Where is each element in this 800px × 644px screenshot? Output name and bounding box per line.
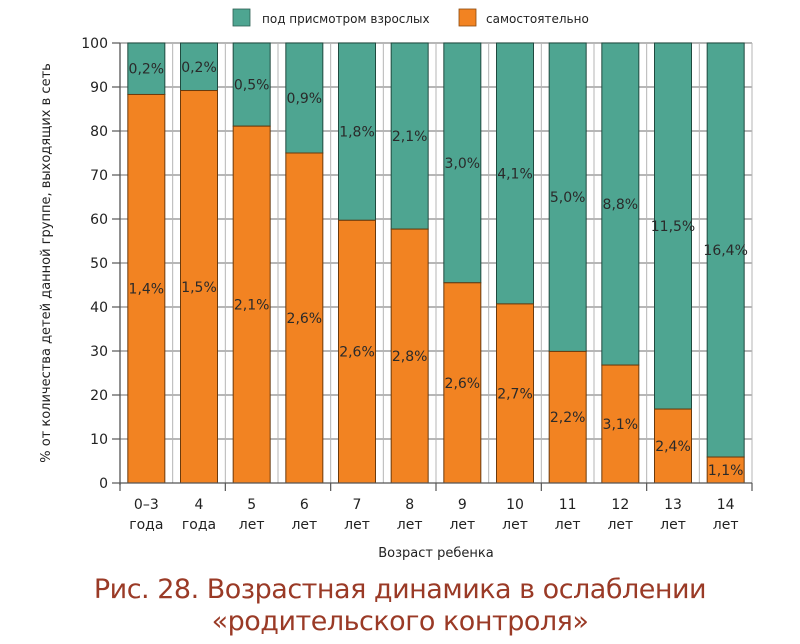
bar-independent — [180, 90, 218, 484]
figure-caption: Рис. 28. Возрастная динамика в ослаблени… — [0, 574, 800, 638]
bar-label-supervised: 1,8% — [339, 125, 375, 141]
x-tick-label-unit: года — [129, 517, 163, 533]
bar-label-independent: 2,1% — [234, 298, 270, 314]
bar-independent — [496, 303, 534, 484]
x-tick-label-unit: лет — [239, 517, 265, 533]
caption-line-1: Рис. 28. Возрастная динамика в ослаблени… — [93, 574, 707, 605]
x-tick-label-unit: лет — [397, 517, 423, 533]
y-tick-label: 60 — [90, 212, 108, 228]
y-tick-label: 10 — [90, 432, 108, 448]
bar-label-supervised: 5,0% — [550, 190, 586, 206]
x-tick-label: 9 — [458, 497, 467, 513]
x-tick-label-unit: лет — [660, 517, 686, 533]
y-tick-label: 40 — [90, 300, 108, 316]
x-tick-label: 13 — [664, 497, 682, 513]
bar-label-supervised: 3,0% — [445, 156, 481, 172]
bar-independent — [127, 93, 166, 484]
bar-label-independent: 2,6% — [287, 311, 323, 327]
bar-independent — [285, 152, 324, 484]
bar-label-independent: 1,4% — [129, 282, 165, 298]
x-tick-label: 0–3 — [134, 497, 159, 513]
bar-label-supervised: 0,2% — [181, 60, 217, 76]
y-tick-label: 50 — [90, 256, 108, 272]
y-tick-label: 100 — [81, 36, 108, 52]
bar-label-supervised: 4,1% — [497, 166, 533, 182]
x-tick-label: 4 — [195, 497, 204, 513]
x-tick-label: 11 — [559, 497, 577, 513]
x-tick-label-unit: года — [182, 517, 216, 533]
bar-label-supervised: 11,5% — [651, 219, 695, 235]
x-tick-label-unit: лет — [449, 517, 475, 533]
x-tick-label: 7 — [353, 497, 362, 513]
y-tick-label: 70 — [90, 168, 108, 184]
x-tick-label-unit: лет — [291, 517, 317, 533]
bar-label-independent: 1,1% — [708, 463, 744, 479]
bar-label-independent: 3,1% — [603, 417, 639, 433]
bar-supervised — [390, 42, 429, 230]
x-tick-label: 8 — [405, 497, 414, 513]
bar-independent — [390, 228, 429, 484]
bar-label-independent: 2,2% — [550, 410, 586, 426]
bar-supervised — [338, 42, 376, 221]
bar-independent — [706, 456, 745, 484]
y-axis-title: % от количества детей данной группе, вых… — [39, 63, 54, 463]
bar-label-independent: 2,7% — [497, 386, 533, 402]
x-tick-label-unit: лет — [607, 517, 633, 533]
bar-label-supervised: 0,5% — [234, 78, 270, 94]
bar-supervised — [285, 42, 324, 154]
bar-independent — [232, 125, 271, 484]
bar-label-independent: 2,6% — [339, 345, 375, 361]
bar-label-supervised: 0,9% — [287, 91, 323, 107]
y-tick-label: 20 — [90, 388, 108, 404]
bar-label-supervised: 2,1% — [392, 129, 428, 145]
bar-supervised — [127, 42, 166, 95]
bar-label-independent: 2,8% — [392, 349, 428, 365]
x-tick-label-unit: лет — [502, 517, 528, 533]
legend-swatch-independent — [458, 8, 477, 27]
x-tick-label: 6 — [300, 497, 309, 513]
legend-label-independent: самостоятельно — [486, 12, 589, 26]
caption-line-2: «родительского контроля» — [211, 606, 589, 637]
bar-independent — [338, 219, 376, 484]
bar-independent — [548, 350, 587, 484]
legend: под присмотром взрослых самостоятельно — [232, 8, 589, 27]
bar-supervised — [601, 42, 640, 366]
y-tick-label: 80 — [90, 124, 108, 140]
axes — [112, 42, 753, 491]
bar-label-supervised: 8,8% — [603, 197, 639, 213]
bar-label-supervised: 16,4% — [703, 243, 747, 259]
y-tick-label: 30 — [90, 344, 108, 360]
x-axis-title: Возраст ребенка — [378, 546, 493, 561]
y-tick-labels: 0 10 20 30 40 50 60 70 80 90 100 — [81, 36, 108, 492]
x-tick-label: 5 — [247, 497, 256, 513]
x-tick-label-unit: лет — [344, 517, 370, 533]
bar-label-independent: 2,4% — [655, 439, 691, 455]
bar-label-independent: 2,6% — [445, 376, 481, 392]
bar-supervised — [443, 42, 482, 284]
bar-label-supervised: 0,2% — [129, 62, 165, 78]
bar-supervised — [496, 42, 534, 305]
x-tick-label-unit: лет — [713, 517, 739, 533]
legend-label-supervised: под присмотром взрослых — [262, 12, 430, 26]
x-tick-label: 10 — [506, 497, 524, 513]
bar-independent — [443, 282, 482, 484]
x-tick-label-unit: лет — [555, 517, 581, 533]
x-tick-label: 14 — [717, 497, 735, 513]
bar-independent — [601, 364, 640, 484]
y-tick-label: 90 — [90, 80, 108, 96]
x-tick-label: 12 — [611, 497, 629, 513]
bars: 1,4% 0,2% 1,5% 0,2% 2,1% 0,5% 2,6% 0,9% 2,6% 1,8%… — [127, 42, 748, 484]
y-tick-label: 0 — [99, 476, 108, 492]
x-tick-labels: 0–3 года 4 года 5 лет 6 лет 7 лет 8 лет 9 лет 10 лет 11 л… — [129, 497, 738, 533]
legend-swatch-supervised — [232, 8, 251, 27]
bar-supervised — [232, 42, 271, 127]
bar-supervised — [706, 42, 745, 458]
bar-supervised — [180, 42, 218, 92]
bar-label-independent: 1,5% — [181, 280, 217, 296]
